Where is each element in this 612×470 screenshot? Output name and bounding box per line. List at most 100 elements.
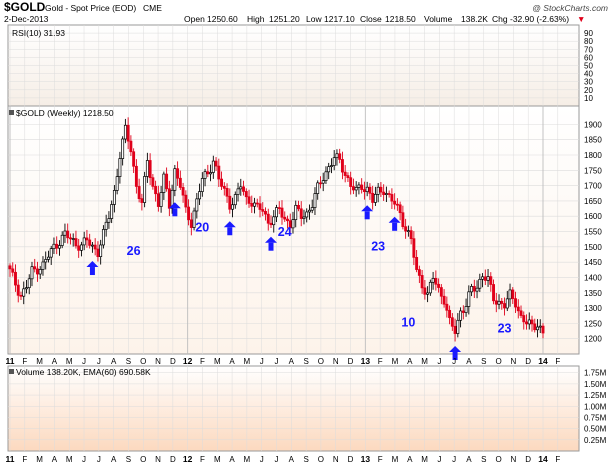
candle-body [60,234,64,246]
x-tick-label: S [303,455,308,464]
up-arrow-icon [449,346,462,360]
candle-body [335,153,339,159]
candle-body [343,171,347,176]
x-tick-label: M [66,357,73,366]
candle-body [299,208,303,219]
volume-tick-label: 0.25M [584,436,607,445]
candle-body [362,189,366,193]
up-arrow-icon [361,205,374,220]
candle-body [99,244,103,257]
candle-body [338,153,342,160]
high-value: 1251.20 [269,14,300,24]
x-tick-label: M [214,357,221,366]
candle-body [44,259,48,263]
arrow-head [449,346,462,352]
candle-body [112,190,116,205]
x-tick-label: D [525,455,531,464]
candle-body [107,218,111,223]
close-label: Close [360,14,382,24]
candle-body [200,178,204,192]
candle-body [228,195,232,210]
candle-body [453,325,457,334]
candle-body [275,207,278,218]
rsi-tick-label: 30 [584,78,593,87]
x-tick-label: M [36,357,43,366]
candle-body [30,266,34,280]
candle-body [431,278,435,283]
arrow-markers [86,202,462,360]
candle-body [27,278,31,289]
rsi-tick-label: 80 [584,37,593,46]
candle-body [63,230,67,236]
candle-body [269,222,273,226]
candle-body [536,326,539,331]
candle-body [448,309,452,319]
candle-body [357,184,361,188]
candle-body [398,204,402,214]
x-tick-label: M [214,455,221,464]
candle-body [192,210,196,228]
up-arrow-icon [86,261,99,276]
volume-tick-label: 1.00M [584,402,607,411]
price-tick-label: 1750 [584,166,602,175]
price-tick-label: 1200 [584,335,602,344]
arrow-shaft [392,222,398,231]
low-label: Low [306,14,322,24]
candle-body [376,186,380,195]
x-tick-label: M [421,357,428,366]
candle-body [294,204,298,220]
candle-body [225,188,229,197]
candle-body [14,271,17,286]
price-tick-label: 1900 [584,120,602,129]
candle-body [36,268,39,275]
candle-body [349,177,353,187]
candle-body [483,276,487,281]
candle-body [332,157,336,166]
x-tick-label: J [260,357,264,366]
candle-body [516,306,520,312]
candle-body [519,310,523,316]
candle-body [286,218,289,222]
x-tick-label: F [378,455,383,464]
candle-body [486,276,490,281]
candle-body [151,177,155,187]
x-tick-label: J [437,357,441,366]
chart-exchange: CME [143,3,162,13]
candle-body [426,292,430,295]
candle-body [79,244,83,251]
candle-body [439,287,443,297]
arrow-shaft [227,227,233,236]
candle-body [409,230,413,240]
price-panel [7,105,580,355]
candle-body [538,325,542,328]
candle-body [514,298,517,308]
volume-tick-label: 1.75M [584,369,607,378]
candle-body [264,210,267,215]
arrow-shaft [364,211,370,220]
candle-body [162,173,166,193]
chart-date: 2-Dec-2013 [4,14,49,24]
candle-body [395,203,399,206]
x-tick-label: M [421,455,428,464]
candle-body [236,188,240,195]
candle-body [250,203,254,207]
candle-body [115,176,119,191]
up-arrow-icon [265,236,278,251]
candle-body [140,198,144,203]
arrow-head [265,236,278,243]
x-tick-label: A [466,455,472,464]
candle-body [406,230,410,232]
candle-body [52,243,56,250]
candle-body [118,158,122,177]
candle-body [66,230,70,239]
candle-body [530,319,534,325]
candle-body [428,281,432,294]
candle-body [242,186,245,192]
candle-body [470,286,474,293]
candle-body [68,237,72,240]
candle-body [280,207,284,218]
rsi-tick-label: 50 [584,62,593,71]
candle-body [283,216,287,220]
x-tick-label: A [407,455,413,464]
candle-body [74,238,78,247]
